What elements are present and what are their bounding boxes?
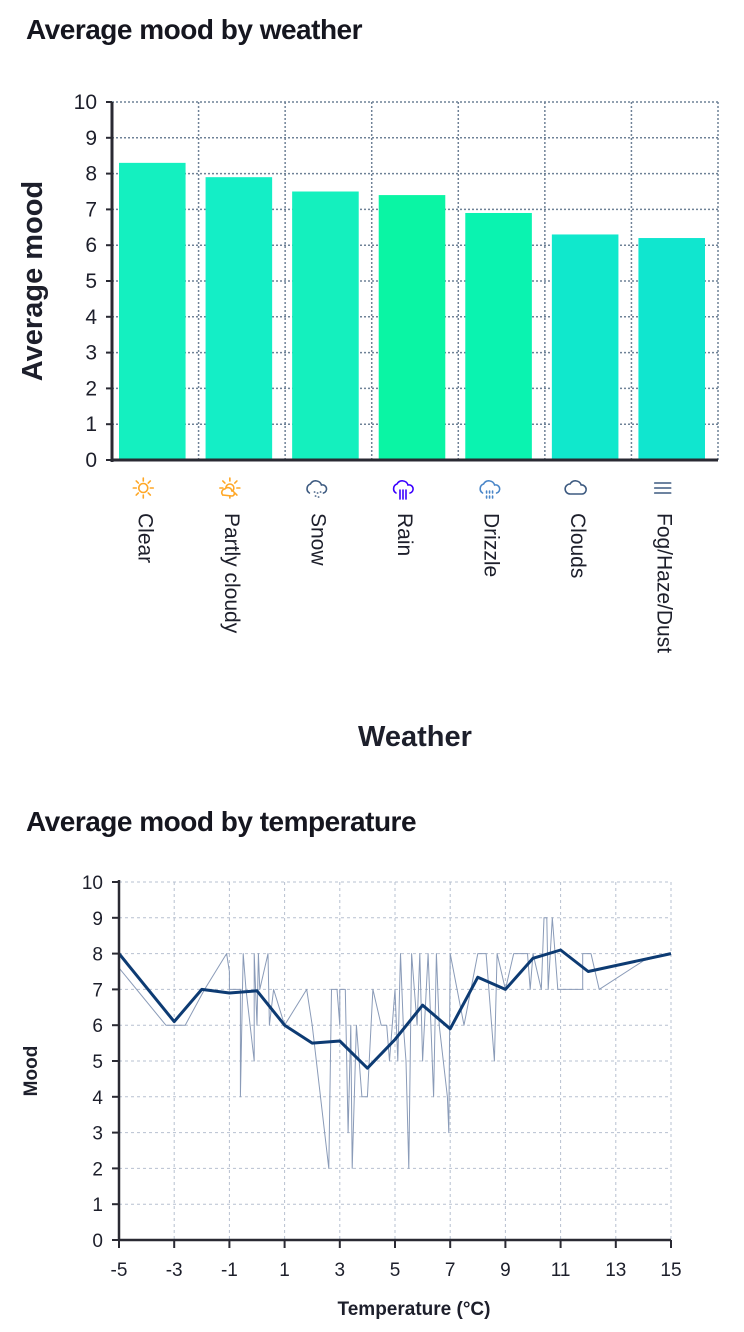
line-y-tick-label: 2: [92, 1159, 103, 1180]
sun-core: [137, 482, 149, 494]
bar-fog-haze-dust: [638, 238, 705, 460]
bar-x-tick-label: Fog/Haze/Dust: [653, 513, 676, 653]
line-x-tick-label: 13: [605, 1260, 626, 1281]
bar-y-tick-label: 2: [85, 377, 97, 400]
bar-x-tick-label: Drizzle: [480, 513, 503, 577]
line-x-tick-label: 9: [500, 1260, 511, 1281]
line-x-axis-title: Temperature (°C): [338, 1299, 491, 1320]
snow-icon: [306, 480, 328, 498]
cloud-icon: [564, 480, 587, 495]
bar-y-tick-label: 1: [85, 413, 97, 436]
bar-y-axis-title: Average mood: [17, 181, 49, 381]
bar-x-tick-label: Rain: [393, 513, 416, 556]
line-y-tick-label: 5: [92, 1052, 103, 1073]
bar-rain: [378, 195, 446, 460]
sun-ray: [234, 480, 238, 484]
sun-ray: [147, 480, 152, 484]
bar-y-tick-label: 6: [85, 234, 97, 257]
line-x-tick-label: -1: [221, 1260, 238, 1281]
bar-clear: [119, 162, 186, 461]
partly-cloudy-icon: [219, 477, 241, 499]
line-x-tick-label: 11: [551, 1260, 571, 1281]
sun-ray: [234, 492, 238, 496]
bar-x-axis-title: Weather: [358, 721, 472, 753]
cloud-shape: [479, 480, 501, 494]
cloud-shape: [392, 480, 414, 494]
sun-ray: [147, 492, 152, 496]
line-y-axis-title: Mood: [21, 1046, 42, 1097]
line-y-tick-label: 4: [92, 1088, 103, 1109]
bar-y-tick-label: 0: [85, 449, 97, 472]
line-x-tick-label: -3: [166, 1260, 183, 1281]
line-y-tick-label: 10: [82, 873, 103, 894]
cloud-shape: [564, 480, 587, 495]
drizzle-icon: [479, 480, 501, 499]
bar-drizzle: [465, 212, 532, 460]
line-x-tick-label: -5: [111, 1260, 128, 1281]
line-y-tick-label: 1: [92, 1195, 103, 1216]
bar-y-tick-label: 8: [85, 163, 97, 186]
bar-y-tick-label: 9: [85, 127, 97, 150]
line-x-tick-label: 5: [390, 1260, 401, 1281]
bar-chart: 0 1 2 3 4 5 6 7 8 9 10 Clear Partly cloudy Snow Rain Dr…: [74, 91, 719, 653]
sun-ray: [221, 480, 226, 484]
sun-ray: [135, 492, 140, 496]
raw-mood-line: [118, 917, 672, 1169]
rain-icon: [392, 480, 414, 500]
line-y-tick-label: 0: [92, 1231, 103, 1252]
bar-y-tick-label: 10: [74, 91, 97, 114]
bar-chart-title: Average mood by weather: [26, 14, 363, 45]
bar-snow: [292, 191, 359, 460]
bar-y-tick-label: 5: [85, 270, 97, 293]
line-y-tick-label: 6: [92, 1016, 103, 1037]
bar-x-tick-label: Clouds: [566, 513, 589, 578]
bar-x-tick-label: Clear: [133, 513, 156, 563]
line-chart-title: Average mood by temperature: [26, 806, 417, 837]
line-x-tick-label: 3: [335, 1260, 346, 1281]
line-x-tick-label: 15: [660, 1260, 681, 1281]
cloud-shape: [220, 486, 236, 497]
line-y-tick-label: 3: [92, 1124, 103, 1145]
bar-x-tick-label: Snow: [306, 513, 329, 566]
bar-x-tick-label: Partly cloudy: [220, 513, 243, 634]
cloud-shape: [306, 480, 328, 494]
line-y-tick-label: 8: [92, 945, 103, 966]
bar-y-tick-label: 7: [85, 198, 97, 221]
average-mood-line: [117, 948, 672, 1070]
line-y-tick-label: 7: [92, 980, 103, 1001]
bar-y-tick-label: 3: [85, 342, 97, 365]
line-x-tick-label: 7: [445, 1260, 456, 1281]
line-y-tick-label: 9: [92, 909, 103, 930]
bar-partly-cloudy: [205, 177, 273, 460]
fog-icon: [653, 482, 672, 494]
bar-y-tick-label: 4: [85, 306, 97, 329]
sun-ray: [135, 480, 140, 484]
line-x-tick-label: 1: [279, 1260, 290, 1281]
bar-clouds: [551, 234, 619, 460]
sun-icon: [132, 477, 155, 499]
